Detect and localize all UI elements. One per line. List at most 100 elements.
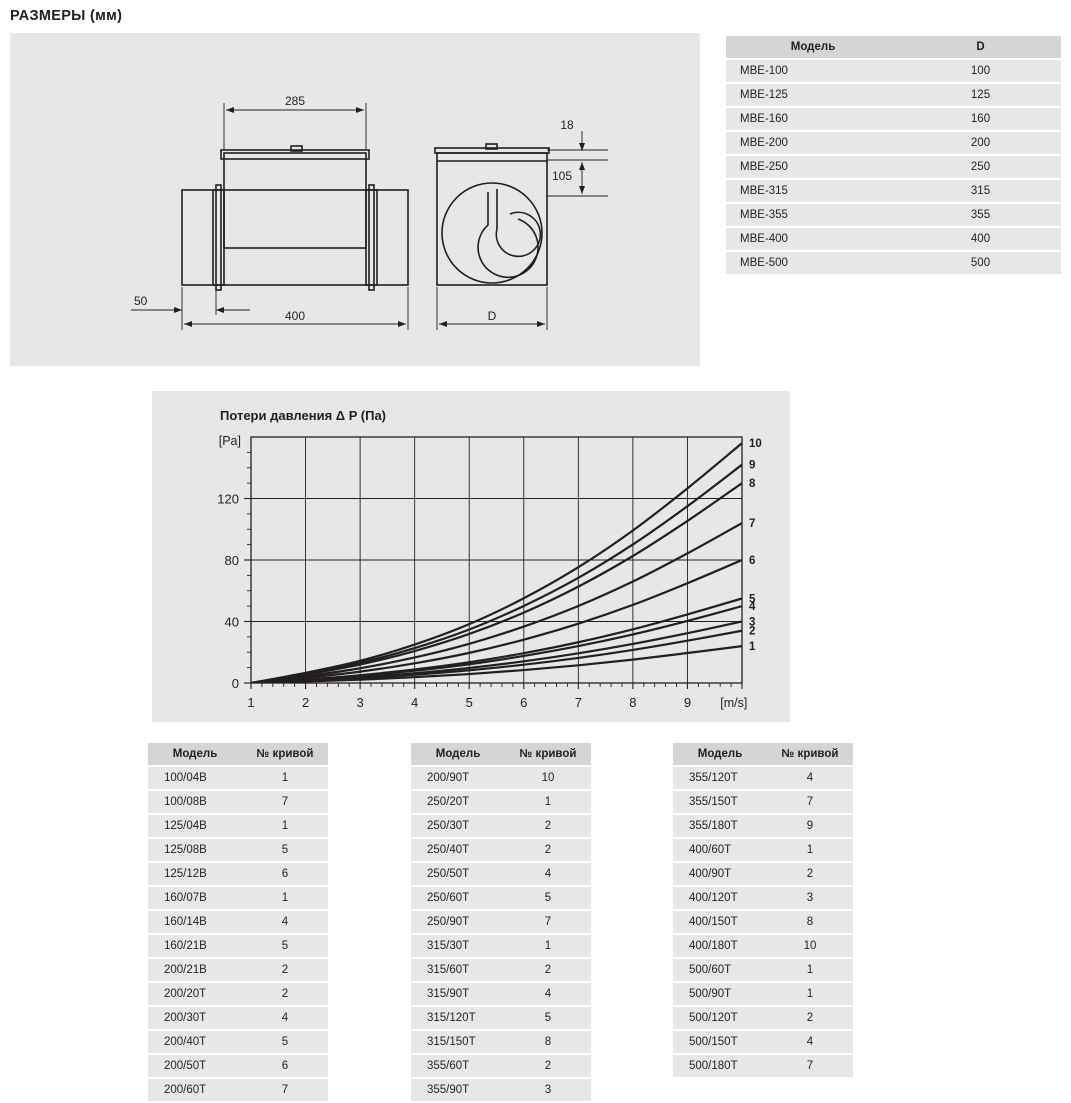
x-axis-tick-label: 8 (629, 695, 636, 710)
table-row: 355/60T 2 (411, 1054, 591, 1079)
table-row: MBE-160 160 (726, 107, 1061, 132)
dimensions-drawing-panel: 285 400 50 (10, 33, 700, 366)
cell-diameter: 160 (900, 107, 1061, 132)
cell-diameter: 500 (900, 251, 1061, 276)
table-row: 250/50T 4 (411, 862, 591, 887)
impeller-outer-c (477, 192, 539, 279)
table-row: 500/60T 1 (673, 958, 853, 983)
cell-model: MBE-250 (726, 155, 900, 180)
dim-285-group (223, 103, 367, 149)
cell-curve-number: 6 (242, 1054, 328, 1079)
cell-model: 355/90T (411, 1078, 505, 1103)
cell-model: MBE-315 (726, 179, 900, 204)
cell-curve-number: 5 (505, 1006, 591, 1031)
cell-model: 200/20T (148, 982, 242, 1007)
cell-diameter: 250 (900, 155, 1061, 180)
dimensions-technical-drawing: 285 400 50 (131, 94, 608, 330)
table-row: MBE-500 500 (726, 251, 1061, 276)
table-row: 400/60T 1 (673, 838, 853, 863)
cell-model: 200/50T (148, 1054, 242, 1079)
flange-right (368, 184, 375, 291)
x-axis-tick-label: 9 (684, 695, 691, 710)
cell-curve-number: 7 (505, 910, 591, 935)
cell-model: 400/120T (673, 886, 767, 911)
curve-end-label-4: 4 (749, 601, 756, 613)
cell-model: 355/150T (673, 790, 767, 815)
table-row: 500/150T 4 (673, 1030, 853, 1055)
curve-6 (251, 558, 742, 683)
column-header-model: Модель (148, 743, 242, 767)
table-row: 160/07B 1 (148, 886, 328, 911)
cell-model: 160/21B (148, 934, 242, 959)
table-header-row: Модель D (726, 36, 1061, 60)
control-box-lid (220, 149, 370, 160)
cell-curve-number: 2 (767, 1006, 853, 1031)
table-row: 315/150T 8 (411, 1030, 591, 1055)
dim-105-group (547, 162, 608, 197)
table-row: 400/90T 2 (673, 862, 853, 887)
cell-model: MBE-125 (726, 83, 900, 108)
front-lid-tab (485, 143, 498, 150)
table-header-row: Модель № кривой (411, 743, 591, 767)
table-row: 315/30T 1 (411, 934, 591, 959)
table-row: 200/60T 7 (148, 1078, 328, 1103)
curve-8 (251, 482, 742, 683)
table-row: 500/180T 7 (673, 1054, 853, 1079)
dim-18-group (547, 131, 608, 161)
cell-model: 200/90T (411, 766, 505, 791)
cell-model: MBE-160 (726, 107, 900, 132)
table-row: MBE-250 250 (726, 155, 1061, 180)
cell-curve-number: 8 (505, 1030, 591, 1055)
table-row: 355/120T 4 (673, 766, 853, 791)
dim-18-label: 18 (560, 118, 574, 132)
curve-9 (251, 463, 742, 683)
curve-number-table-1: Модель № кривой 100/04B 1 100/08B 7 125/04B 1… (148, 743, 328, 1103)
cell-curve-number: 1 (505, 790, 591, 815)
cell-model: 250/50T (411, 862, 505, 887)
table-row: 250/20T 1 (411, 790, 591, 815)
table-row: 100/08B 7 (148, 790, 328, 815)
curve-7 (251, 522, 742, 683)
y-axis-unit-label: [Pa] (219, 434, 241, 448)
cell-model: 125/12B (148, 862, 242, 887)
dim-D-group (436, 287, 548, 330)
cell-model: 355/120T (673, 766, 767, 791)
cell-model: 200/40T (148, 1030, 242, 1055)
cell-curve-number: 4 (767, 766, 853, 791)
control-box (223, 152, 367, 249)
table-row: 355/150T 7 (673, 790, 853, 815)
cell-curve-number: 7 (767, 1054, 853, 1079)
cell-model: 500/90T (673, 982, 767, 1007)
cell-model: 500/120T (673, 1006, 767, 1031)
table-row: 400/150T 8 (673, 910, 853, 935)
cell-curve-number: 1 (242, 814, 328, 839)
cell-model: 315/120T (411, 1006, 505, 1031)
cell-curve-number: 4 (242, 1006, 328, 1031)
cell-curve-number: 9 (767, 814, 853, 839)
cell-model: MBE-200 (726, 131, 900, 156)
table-row: 125/04B 1 (148, 814, 328, 839)
table-header-row: Модель № кривой (148, 743, 328, 767)
cell-curve-number: 4 (505, 862, 591, 887)
cell-model: 315/60T (411, 958, 505, 983)
cell-model: 250/60T (411, 886, 505, 911)
y-axis-tick-label: 0 (232, 676, 239, 691)
curve-end-label-1: 1 (749, 641, 756, 653)
cell-curve-number: 7 (767, 790, 853, 815)
cell-diameter: 315 (900, 179, 1061, 204)
cell-curve-number: 10 (505, 766, 591, 791)
table-row: 400/120T 3 (673, 886, 853, 911)
cell-curve-number: 5 (242, 1030, 328, 1055)
cell-curve-number: 1 (242, 886, 328, 911)
column-header-curve: № кривой (767, 743, 853, 767)
dim-50-group (131, 287, 250, 315)
table-row: 160/14B 4 (148, 910, 328, 935)
cell-curve-number: 1 (767, 982, 853, 1007)
column-header-curve: № кривой (242, 743, 328, 767)
table-row: 500/120T 2 (673, 1006, 853, 1031)
curve-end-label-5: 5 (749, 593, 756, 605)
table-row: 400/180T 10 (673, 934, 853, 959)
cell-model: MBE-100 (726, 59, 900, 84)
impeller-c-shape (495, 189, 542, 258)
cell-model: 160/14B (148, 910, 242, 935)
